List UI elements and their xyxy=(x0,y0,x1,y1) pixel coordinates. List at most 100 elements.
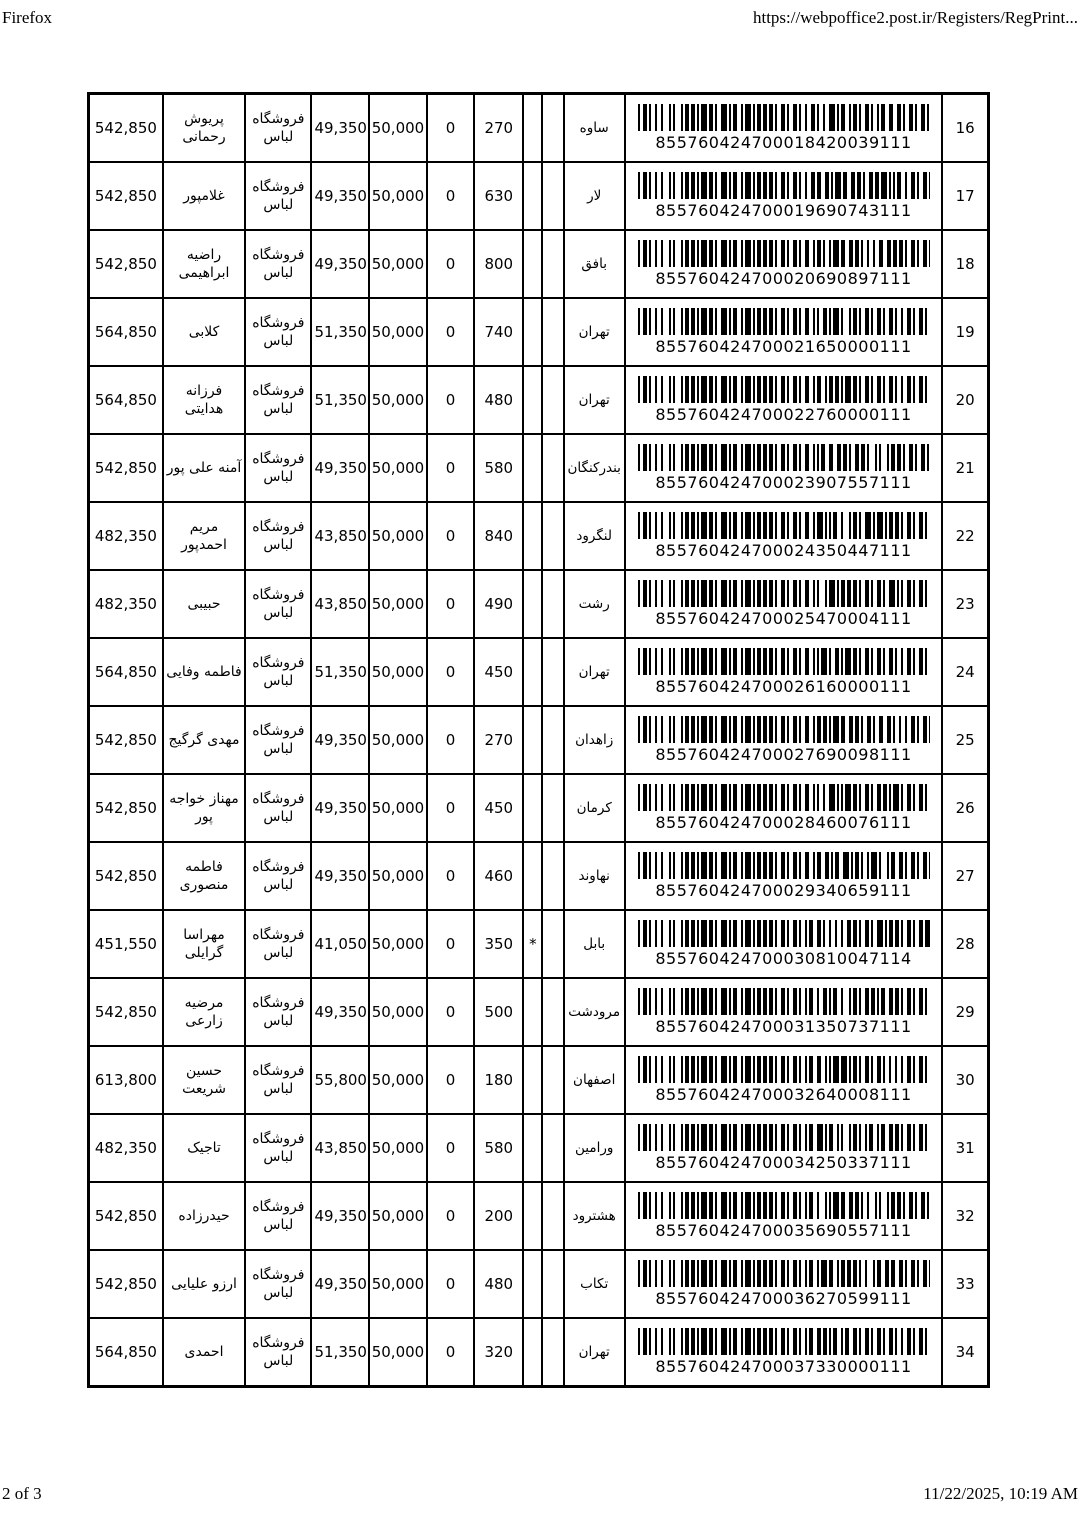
cell-mark xyxy=(522,501,544,571)
cell-postage-fee: 49,350 xyxy=(310,1181,370,1251)
cell-vat: 0 xyxy=(425,161,476,231)
cell-vat: 0 xyxy=(425,501,476,571)
cell-recipient-name: پریوش رحمانی xyxy=(161,92,247,163)
cell-vat: 0 xyxy=(425,229,476,299)
cell-flag xyxy=(541,569,565,639)
cell-row-number: 24 xyxy=(941,637,990,707)
cell-row-number: 26 xyxy=(941,773,990,843)
table-row: 542,850 مرضیه زارعی فروشگاه لباس 49,350 … xyxy=(87,977,990,1047)
cell-vat: 0 xyxy=(425,1113,476,1183)
cell-vat: 0 xyxy=(425,841,476,911)
cell-recipient-name: حسین شریعت xyxy=(161,1045,247,1115)
cell-postage-fee: 41,050 xyxy=(310,909,370,979)
table-row: 542,850 آمنه علی پور فروشگاه لباس 49,350… xyxy=(87,433,990,503)
cell-destination-city: تهران xyxy=(562,365,626,435)
table-row: 542,850 فاطمه منصوری فروشگاه لباس 49,350… xyxy=(87,841,990,911)
cell-barcode: 855760424700026160000111 xyxy=(623,637,944,707)
barcode-number: 855760424700024350447111 xyxy=(655,541,912,560)
cell-weight: 270 xyxy=(473,705,525,775)
barcode-number: 855760424700026160000111 xyxy=(655,677,912,696)
cell-insured-value: 50,000 xyxy=(367,433,428,503)
cell-flag xyxy=(541,773,565,843)
cell-sender-name: فروشگاه لباس xyxy=(244,1181,313,1251)
cell-barcode: 855760424700024350447111 xyxy=(623,501,944,571)
cell-sender-name: فروشگاه لباس xyxy=(244,977,313,1047)
barcode: 855760424700034250337111 xyxy=(628,1124,939,1172)
barcode-number: 855760424700036270599111 xyxy=(655,1289,912,1308)
barcode-image xyxy=(637,1328,930,1355)
cell-mark xyxy=(522,1045,544,1115)
print-header-app-name: Firefox xyxy=(2,8,53,27)
cell-vat: 0 xyxy=(425,637,476,707)
cell-sender-name: فروشگاه لباس xyxy=(244,433,313,503)
cell-destination-city: ورامین xyxy=(562,1113,626,1183)
cell-insured-value: 50,000 xyxy=(367,161,428,231)
cell-vat: 0 xyxy=(425,909,476,979)
cell-postage-fee: 51,350 xyxy=(310,637,370,707)
cell-flag xyxy=(541,841,565,911)
cell-insured-value: 50,000 xyxy=(367,841,428,911)
cell-barcode: 855760424700022760000111 xyxy=(623,365,944,435)
cell-row-number: 33 xyxy=(941,1249,990,1319)
cell-vat: 0 xyxy=(425,705,476,775)
barcode: 855760424700037330000111 xyxy=(628,1328,939,1376)
barcode-number: 855760424700031350737111 xyxy=(655,1017,912,1036)
cell-row-number: 20 xyxy=(941,365,990,435)
barcode-image xyxy=(637,240,930,267)
cell-flag xyxy=(541,229,565,299)
cell-insured-value: 50,000 xyxy=(367,1181,428,1251)
cell-mark xyxy=(522,1317,544,1388)
cell-mark xyxy=(522,433,544,503)
cell-insured-value: 50,000 xyxy=(367,1045,428,1115)
cell-weight: 270 xyxy=(473,92,525,163)
cell-flag xyxy=(541,977,565,1047)
cell-weight: 580 xyxy=(473,433,525,503)
cell-flag xyxy=(541,433,565,503)
cell-postage-fee: 43,850 xyxy=(310,1113,370,1183)
barcode-image xyxy=(637,1124,930,1151)
cell-weight: 740 xyxy=(473,297,525,367)
cell-insured-value: 50,000 xyxy=(367,365,428,435)
cell-barcode: 855760424700028460076111 xyxy=(623,773,944,843)
cell-recipient-name: مهدی گرگیج xyxy=(161,705,247,775)
barcode-image xyxy=(637,920,930,947)
barcode-image xyxy=(637,308,930,335)
barcode-number: 855760424700025470004111 xyxy=(655,609,912,628)
cell-destination-city: بافق xyxy=(562,229,626,299)
cell-sender-name: فروشگاه لباس xyxy=(244,773,313,843)
barcode: 855760424700032640008111 xyxy=(628,1056,939,1104)
cell-recipient-name: کلابی xyxy=(161,297,247,367)
table-row: 613,800 حسین شریعت فروشگاه لباس 55,800 5… xyxy=(87,1045,990,1115)
barcode-number: 855760424700019690743111 xyxy=(655,201,912,220)
cell-recipient-name: مریم احمدپور xyxy=(161,501,247,571)
cell-barcode: 855760424700018420039111 xyxy=(623,92,944,163)
cell-flag xyxy=(541,1045,565,1115)
cell-barcode: 855760424700031350737111 xyxy=(623,977,944,1047)
barcode-image xyxy=(637,1192,930,1219)
cell-flag xyxy=(541,365,565,435)
cell-flag xyxy=(541,637,565,707)
cell-recipient-name: فاطمه منصوری xyxy=(161,841,247,911)
cell-postage-fee: 49,350 xyxy=(310,229,370,299)
cell-total-cost: 542,850 xyxy=(87,92,164,163)
barcode: 855760424700018420039111 xyxy=(628,104,939,152)
barcode: 855760424700026160000111 xyxy=(628,648,939,696)
cell-weight: 800 xyxy=(473,229,525,299)
cell-flag xyxy=(541,1113,565,1183)
cell-sender-name: فروشگاه لباس xyxy=(244,229,313,299)
cell-barcode: 855760424700036270599111 xyxy=(623,1249,944,1319)
cell-sender-name: فروشگاه لباس xyxy=(244,909,313,979)
cell-mark xyxy=(522,92,544,163)
barcode: 855760424700028460076111 xyxy=(628,784,939,832)
barcode-image xyxy=(637,172,930,199)
cell-postage-fee: 49,350 xyxy=(310,92,370,163)
cell-recipient-name: راضیه ابراهیمی xyxy=(161,229,247,299)
cell-weight: 480 xyxy=(473,365,525,435)
register-table: 542,850 پریوش رحمانی فروشگاه لباس 49,350… xyxy=(87,92,990,1388)
cell-total-cost: 542,850 xyxy=(87,705,164,775)
table-row: 482,350 حبیبی فروشگاه لباس 43,850 50,000… xyxy=(87,569,990,639)
cell-barcode: 855760424700025470004111 xyxy=(623,569,944,639)
cell-flag xyxy=(541,1181,565,1251)
cell-barcode: 855760424700023907557111 xyxy=(623,433,944,503)
cell-weight: 460 xyxy=(473,841,525,911)
